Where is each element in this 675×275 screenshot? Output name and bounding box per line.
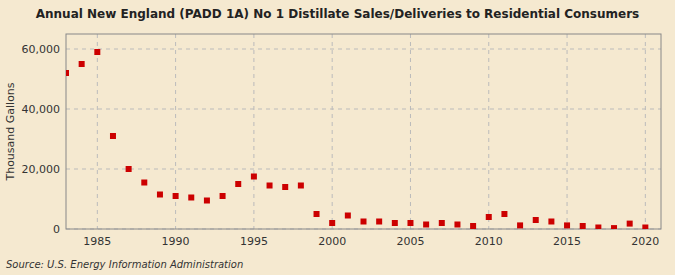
- point: [407, 220, 413, 226]
- point: [580, 223, 586, 229]
- x-grid-line: [488, 34, 489, 229]
- x-grid-line: [253, 34, 254, 229]
- y-axis-label: Thousand Gallons: [4, 82, 17, 181]
- point: [548, 219, 554, 225]
- points: [66, 49, 648, 229]
- point: [314, 211, 320, 217]
- point: [642, 225, 648, 230]
- chart-container: Annual New England (PADD 1A) No 1 Distil…: [0, 0, 675, 275]
- point: [204, 198, 210, 204]
- point: [126, 166, 132, 172]
- x-tick-label: 2010: [475, 235, 503, 248]
- point: [392, 220, 398, 226]
- y-tick-label: 20,000: [22, 163, 61, 176]
- x-tick-label: 1995: [240, 235, 268, 248]
- point: [157, 192, 163, 198]
- y-grid-line: [66, 49, 661, 50]
- source-note: Source: U.S. Energy Information Administ…: [6, 259, 243, 270]
- point: [627, 221, 633, 227]
- point: [345, 213, 351, 219]
- point: [611, 225, 617, 229]
- point: [361, 219, 367, 225]
- point: [235, 181, 241, 187]
- point: [110, 133, 116, 139]
- point: [94, 49, 100, 55]
- point: [141, 180, 147, 186]
- y-tick-label: 40,000: [22, 103, 61, 116]
- point: [329, 220, 335, 226]
- point: [188, 195, 194, 201]
- grid: [66, 34, 661, 229]
- x-grid-line: [567, 34, 568, 229]
- y-grid-line: [66, 109, 661, 110]
- point: [454, 222, 460, 228]
- point: [173, 193, 179, 199]
- x-tick-label: 2020: [631, 235, 659, 248]
- y-tick-label: 60,000: [22, 43, 61, 56]
- point: [595, 225, 601, 230]
- title: Annual New England (PADD 1A) No 1 Distil…: [36, 7, 639, 21]
- point: [439, 220, 445, 226]
- x-tick-label: 1990: [162, 235, 190, 248]
- x-grid-line: [410, 34, 411, 229]
- y-grid-line: [66, 169, 661, 170]
- chart-svg: Annual New England (PADD 1A) No 1 Distil…: [0, 0, 675, 275]
- point: [282, 184, 288, 190]
- x-tick-label: 1985: [83, 235, 111, 248]
- x-grid-line: [97, 34, 98, 229]
- point: [66, 70, 69, 76]
- ticks: 0 20,000 40,000 60,000 1985 1990 1995 2000 2005 2…: [22, 43, 660, 248]
- point: [501, 211, 507, 217]
- point: [423, 222, 429, 228]
- point: [251, 174, 257, 180]
- point: [486, 214, 492, 220]
- point: [470, 223, 476, 229]
- x-grid-line: [332, 34, 333, 229]
- plot-frame: [66, 34, 661, 229]
- x-grid-line: [175, 34, 176, 229]
- background: [0, 0, 675, 275]
- x-tick-label: 2005: [396, 235, 424, 248]
- point: [517, 222, 523, 228]
- point: [376, 219, 382, 225]
- point: [267, 183, 273, 189]
- point: [79, 61, 85, 67]
- x-tick-label: 2015: [553, 235, 581, 248]
- point: [220, 193, 226, 199]
- point: [533, 217, 539, 223]
- x-tick-label: 2000: [318, 235, 346, 248]
- point: [298, 183, 304, 189]
- point: [564, 222, 570, 228]
- y-tick-label: 0: [53, 223, 60, 236]
- x-grid-line: [645, 34, 646, 229]
